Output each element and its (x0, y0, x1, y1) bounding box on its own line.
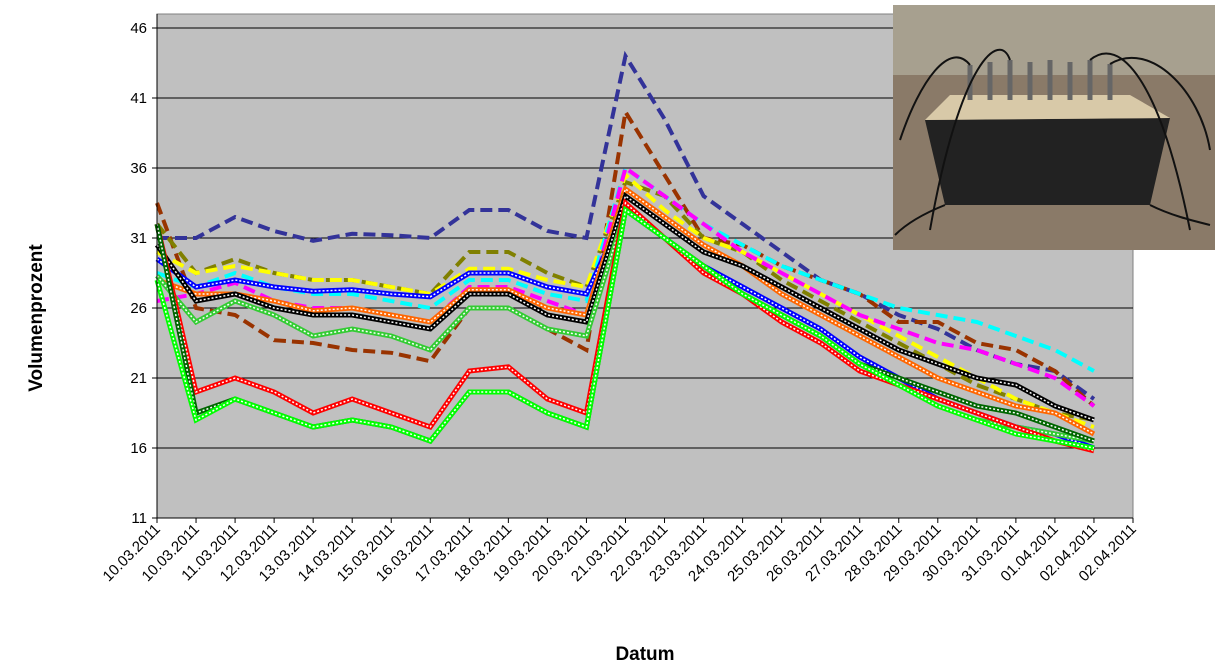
y-tick-label: 26 (130, 300, 147, 317)
y-tick-label: 16 (130, 440, 147, 457)
series-line (156, 187, 1095, 435)
y-axis-title: Volumenprozent (26, 244, 47, 392)
photo-cables (894, 48, 1211, 236)
y-tick-label: 41 (130, 90, 147, 107)
y-tick-label: 46 (130, 20, 147, 37)
y-tick-label: 36 (130, 160, 147, 177)
photo-lid (925, 95, 1170, 120)
photo-inset (893, 5, 1215, 250)
x-axis-title: Datum (615, 644, 674, 665)
series-line (157, 50, 1096, 401)
series-line (156, 208, 1095, 449)
y-tick-label: 31 (130, 230, 147, 247)
lines (154, 50, 1096, 454)
photo-box (925, 118, 1170, 205)
series-line (156, 164, 1095, 373)
photo-field (893, 5, 1215, 75)
series-line (156, 201, 1095, 452)
y-tick-label: 11 (131, 510, 147, 527)
series-line (156, 164, 1096, 408)
y-tick-label: 21 (130, 370, 147, 387)
series-line (155, 106, 1096, 408)
series-line (156, 194, 1095, 421)
